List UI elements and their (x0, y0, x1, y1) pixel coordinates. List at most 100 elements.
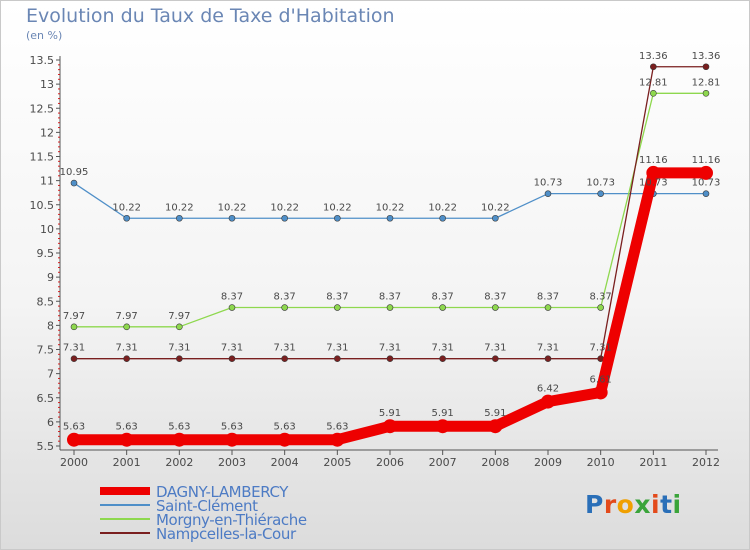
data-point-saint-clement (228, 214, 236, 222)
y-tick-label: 12 (40, 126, 54, 139)
data-label-dagny-lambercy: 11.16 (692, 155, 721, 166)
x-tick-label: 2005 (323, 456, 351, 469)
data-label-morgny-en-thierache: 8.37 (326, 292, 348, 303)
data-labels-layer: 5.63 5.63 5.63 5.63 5.63 5.63 5.91 5.91 5.91 6.42… (60, 51, 721, 433)
data-label-saint-clement: 10.22 (376, 202, 405, 213)
y-tick-label: 10.5 (30, 199, 55, 212)
x-tick-label: 2003 (218, 456, 246, 469)
x-tick-label: 2006 (376, 456, 404, 469)
data-label-morgny-en-thierache: 12.81 (692, 77, 721, 88)
data-label-dagny-lambercy: 5.63 (63, 422, 85, 433)
chart-title: Evolution du Taux de Taxe d'Habitation (26, 5, 395, 27)
logo-letter: i (672, 490, 682, 519)
data-label-nampcelles-la-cour: 7.31 (590, 343, 612, 354)
legend-swatch (100, 487, 150, 495)
y-tick-label: 7.5 (37, 344, 55, 357)
data-point-saint-clement (544, 190, 552, 197)
data-label-morgny-en-thierache: 7.97 (116, 311, 138, 322)
y-tick-label: 13 (40, 78, 54, 91)
data-point-dagny-lambercy (225, 432, 239, 447)
data-point-saint-clement (702, 190, 710, 197)
data-label-nampcelles-la-cour: 7.31 (274, 343, 296, 354)
y-tick-label: 6.5 (37, 392, 55, 405)
data-point-dagny-lambercy (383, 419, 397, 434)
legend-label: Saint-Clément (156, 497, 258, 515)
data-label-dagny-lambercy: 11.16 (639, 155, 668, 166)
data-label-morgny-en-thierache: 7.97 (63, 311, 85, 322)
y-tick-label: 10 (40, 223, 54, 236)
data-label-saint-clement: 10.22 (428, 202, 457, 213)
data-label-nampcelles-la-cour: 7.31 (168, 343, 190, 354)
data-label-nampcelles-la-cour: 7.31 (326, 343, 348, 354)
data-point-morgny-en-thierache (386, 304, 394, 311)
data-point-dagny-lambercy (541, 394, 555, 409)
data-label-saint-clement: 10.73 (639, 178, 668, 189)
y-tick-label: 6 (47, 416, 54, 429)
data-point-morgny-en-thierache (176, 323, 183, 331)
data-point-saint-clement (334, 214, 341, 222)
data-label-dagny-lambercy: 5.63 (168, 422, 190, 433)
data-point-morgny-en-thierache (123, 323, 130, 331)
data-label-nampcelles-la-cour: 7.31 (116, 343, 138, 354)
data-point-saint-clement (123, 214, 130, 222)
logo-letter: x (634, 490, 651, 519)
data-label-dagny-lambercy: 5.63 (326, 422, 348, 433)
data-point-nampcelles-la-cour (334, 355, 341, 362)
proxiti-logo: Proxiti (585, 490, 682, 519)
legend-label: Morgny-en-Thiérache (156, 511, 307, 529)
logo-letter: o (616, 490, 635, 519)
data-label-saint-clement: 10.95 (60, 167, 89, 178)
data-label-saint-clement: 10.73 (534, 178, 563, 189)
data-point-dagny-lambercy (119, 432, 134, 447)
data-point-nampcelles-la-cour (228, 355, 236, 362)
logo-letter: P (585, 490, 604, 519)
data-label-nampcelles-la-cour: 7.31 (63, 343, 85, 354)
data-point-morgny-en-thierache (597, 304, 604, 311)
data-label-saint-clement: 10.22 (481, 202, 510, 213)
data-label-dagny-lambercy: 5.63 (116, 422, 138, 433)
data-point-dagny-lambercy (67, 432, 81, 447)
y-tick-label: 9 (47, 271, 54, 284)
data-label-morgny-en-thierache: 8.37 (484, 292, 506, 303)
legend-swatch (100, 532, 150, 534)
chart-unit-label: (en %) (26, 29, 63, 42)
legend-label: DAGNY-LAMBERCY (156, 483, 289, 501)
data-label-nampcelles-la-cour: 7.31 (432, 343, 454, 354)
y-tick-label: 8.5 (37, 295, 55, 308)
data-point-nampcelles-la-cour (386, 355, 394, 362)
data-label-morgny-en-thierache: 8.37 (274, 292, 296, 303)
x-tick-label: 2000 (60, 456, 88, 469)
data-point-nampcelles-la-cour (492, 355, 499, 362)
legend-label: Nampcelles-la-Cour (156, 525, 296, 543)
data-point-dagny-lambercy (277, 432, 292, 447)
data-point-dagny-lambercy (488, 419, 503, 434)
x-tick-label: 2012 (692, 456, 720, 469)
data-point-dagny-lambercy (172, 432, 187, 447)
x-tick-label: 2002 (165, 456, 193, 469)
data-point-nampcelles-la-cour (544, 355, 552, 362)
legend-swatch (100, 504, 150, 506)
data-label-dagny-lambercy: 5.63 (221, 422, 243, 433)
data-point-saint-clement (386, 214, 394, 222)
data-point-dagny-lambercy (435, 419, 450, 434)
data-label-nampcelles-la-cour: 7.31 (484, 343, 506, 354)
data-label-dagny-lambercy: 6.61 (590, 374, 612, 385)
data-point-dagny-lambercy (646, 165, 661, 180)
data-point-morgny-en-thierache (334, 304, 341, 311)
data-point-morgny-en-thierache (702, 89, 710, 97)
x-tick-label: 2004 (271, 456, 299, 469)
y-tick-label: 12.5 (30, 102, 55, 115)
data-label-morgny-en-thierache: 8.37 (590, 292, 612, 303)
y-tick-label: 8 (47, 319, 54, 332)
data-point-morgny-en-thierache (228, 304, 236, 311)
data-label-saint-clement: 10.22 (270, 202, 299, 213)
data-point-saint-clement (492, 214, 499, 222)
series-layer (67, 63, 713, 447)
data-label-dagny-lambercy: 6.42 (537, 384, 559, 395)
logo-letter: t (660, 490, 673, 519)
y-tick-label: 13.5 (30, 54, 55, 67)
data-point-nampcelles-la-cour (123, 355, 130, 362)
data-point-dagny-lambercy (593, 385, 608, 400)
data-label-morgny-en-thierache: 8.37 (537, 292, 559, 303)
